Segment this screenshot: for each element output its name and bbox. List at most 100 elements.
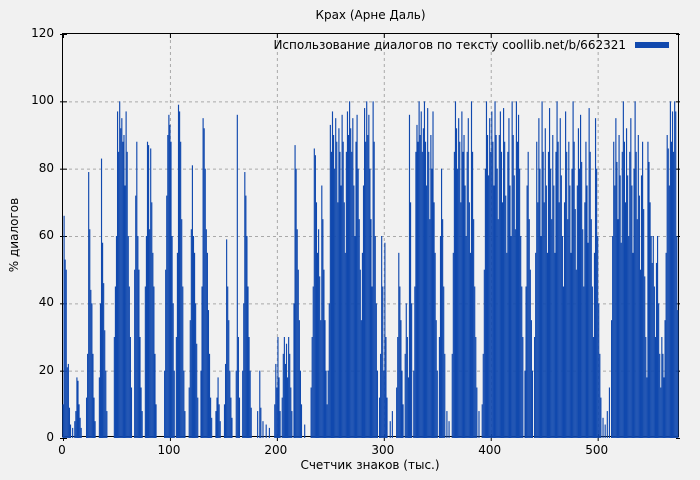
impulse-bar <box>435 320 437 438</box>
impulse-bar <box>179 111 181 439</box>
impulse-bar <box>349 101 351 438</box>
impulse-bar <box>171 236 173 438</box>
y-tick-label: 40 <box>38 295 54 310</box>
impulse-bar <box>68 407 71 438</box>
impulse-bar <box>592 337 594 438</box>
impulse-bar <box>279 411 281 438</box>
impulse-bar <box>164 370 166 438</box>
impulse-bar <box>344 252 346 438</box>
impulse-bar <box>365 141 367 438</box>
impulse-bar <box>567 219 569 438</box>
impulse-bar <box>648 161 650 438</box>
impulse-bar <box>354 236 356 438</box>
impulse-bar <box>98 377 100 438</box>
impulse-bar <box>200 370 202 438</box>
impulse-bar <box>268 427 270 438</box>
impulse-bar <box>653 286 655 438</box>
impulse-bar <box>319 276 321 438</box>
impulse-bar <box>463 135 465 438</box>
impulse-bar <box>265 424 267 438</box>
impulse-bar <box>193 252 196 438</box>
impulse-bar <box>468 202 470 438</box>
impulse-bar <box>274 404 276 438</box>
impulse-bar <box>580 114 582 439</box>
impulse-bar <box>125 111 127 439</box>
impulse-bar <box>331 111 334 439</box>
impulse-bar <box>542 151 544 438</box>
impulse-bar <box>617 219 619 438</box>
impulse-bar <box>230 397 232 438</box>
impulse-bar <box>140 387 142 438</box>
impulse-bar <box>498 135 500 438</box>
impulse-bar <box>575 269 577 438</box>
impulse-bar <box>569 185 571 438</box>
impulse-bar <box>328 303 330 438</box>
impulse-bar <box>561 236 563 438</box>
impulse-bar <box>541 101 543 438</box>
impulse-bar <box>287 377 289 438</box>
impulse-bar <box>508 118 510 439</box>
impulse-bar <box>404 353 406 438</box>
impulse-bar <box>619 175 621 438</box>
impulse-bar <box>620 242 622 438</box>
impulse-bar <box>529 269 531 438</box>
impulse-bar <box>92 353 94 438</box>
impulse-bar <box>310 387 312 438</box>
impulse-bar <box>227 286 229 438</box>
impulse-bar <box>420 111 422 439</box>
impulse-bar <box>103 283 105 438</box>
y-tick-label: 20 <box>38 362 54 377</box>
impulse-bar <box>604 424 606 438</box>
impulse-bar <box>188 387 190 438</box>
impulse-bar <box>238 397 241 438</box>
impulse-bar <box>99 303 102 438</box>
impulse-bar <box>375 303 377 438</box>
impulse-bar <box>438 337 440 438</box>
impulse-bar <box>201 286 203 438</box>
impulse-bar <box>300 404 303 438</box>
impulse-bar <box>285 343 288 438</box>
impulse-bar <box>576 185 578 438</box>
impulse-bar <box>74 421 76 438</box>
impulse-bar <box>624 202 627 438</box>
impulse-bar <box>176 252 179 438</box>
impulse-bar <box>334 168 336 439</box>
impulse-bar <box>539 168 541 439</box>
impulse-bar <box>126 151 128 438</box>
impulse-bar <box>120 128 122 438</box>
impulse-bar <box>373 141 375 438</box>
impulse-bar <box>342 141 344 438</box>
y-tick-label: 120 <box>31 26 54 40</box>
impulse-bar <box>326 404 328 438</box>
impulse-bar <box>141 411 143 438</box>
impulse-bar <box>612 236 614 438</box>
impulse-bar <box>136 141 138 438</box>
impulse-bar <box>382 286 384 438</box>
impulse-bar <box>243 303 245 438</box>
y-tick-label: 0 <box>46 430 54 444</box>
impulse-bar <box>597 236 599 438</box>
impulse-bar <box>127 236 129 438</box>
x-tick-label: 500 <box>585 443 609 457</box>
impulse-bar <box>381 236 383 438</box>
impulse-bar <box>550 168 552 439</box>
impulse-bar <box>94 421 96 438</box>
impulse-bar <box>100 158 103 438</box>
impulse-bar <box>602 417 604 438</box>
impulse-bar <box>360 320 362 438</box>
legend-series-swatch <box>635 42 669 48</box>
chart-title: Крах (Арне Даль) <box>315 8 426 22</box>
impulse-bar <box>371 286 373 438</box>
impulse-bar <box>229 370 231 438</box>
impulse-bar <box>536 141 538 438</box>
impulse-bar <box>495 135 497 438</box>
impulse-bar <box>496 168 498 439</box>
impulse-bar <box>352 118 354 439</box>
impulse-bar <box>660 387 662 438</box>
impulse-bar <box>671 111 674 439</box>
impulse-bar <box>113 337 115 438</box>
impulse-bar <box>557 141 559 438</box>
impulse-bar <box>668 185 670 438</box>
impulse-bar <box>665 252 667 438</box>
